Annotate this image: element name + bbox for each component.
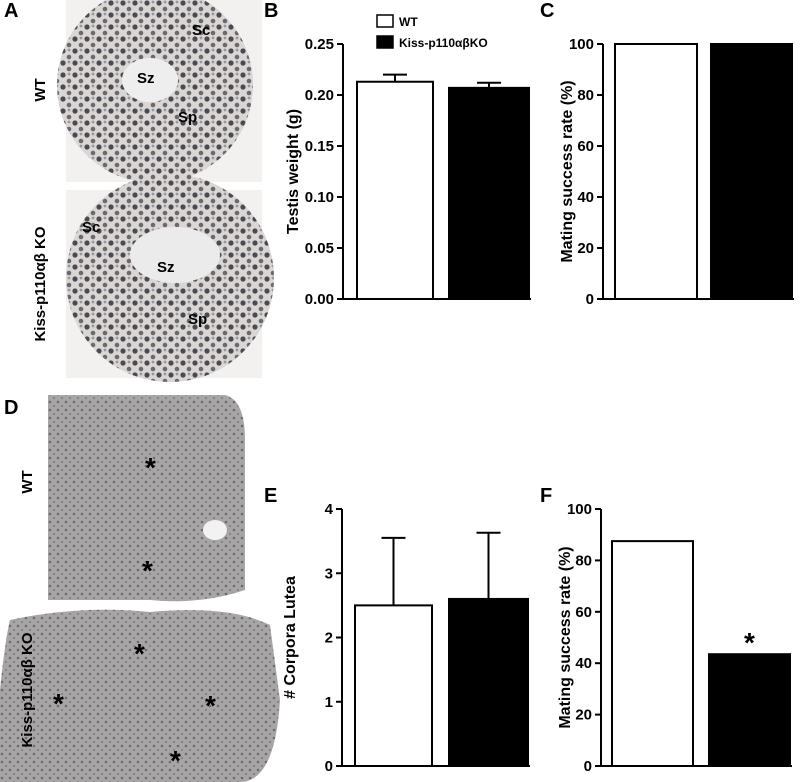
y-tick-label: 80 [577, 87, 594, 104]
panel-label: D [4, 397, 18, 419]
image-annotation: Sp [178, 109, 197, 126]
image-annotation: * [145, 452, 156, 483]
y-tick-label: 2 [325, 630, 333, 647]
histology-image [57, 0, 274, 382]
image-annotation: Sz [157, 259, 175, 276]
y-tick-label: 0.25 [305, 36, 334, 53]
y-tick-label: 100 [567, 501, 592, 518]
y-tick-label: 0 [586, 291, 594, 308]
y-axis-label: # Corpora Lutea [282, 576, 299, 699]
image-annotation: Sc [192, 22, 210, 39]
legend-label: Kiss-p110αβKO [399, 36, 488, 50]
y-tick-label: 0.00 [305, 291, 334, 308]
legend-label: WT [399, 15, 418, 29]
bar [354, 604, 433, 767]
y-tick-label: 20 [577, 240, 594, 257]
image-annotation: * [53, 688, 64, 719]
y-tick-label: 0 [325, 758, 333, 775]
bar [710, 43, 793, 300]
bar [708, 653, 791, 768]
row-label: Kiss-p110αβ KO [19, 632, 36, 747]
image-annotation: Sz [137, 70, 155, 87]
bar [611, 540, 694, 767]
histology-image [0, 395, 280, 782]
panel-label: C [540, 0, 554, 22]
y-axis-label: Testis weight (g) [285, 109, 302, 234]
image-annotation: Sc [82, 219, 100, 236]
image-annotation: * [170, 745, 181, 776]
row-label: WT [19, 470, 36, 493]
y-tick-label: 40 [575, 655, 592, 672]
image-annotation: Sp [188, 311, 207, 328]
row-label: WT [32, 78, 49, 101]
panel-label: F [540, 485, 552, 507]
y-tick-label: 0.20 [305, 87, 334, 104]
row-label: Kiss-p110αβ KO [32, 226, 49, 341]
panel-label: B [264, 0, 278, 22]
legend-swatch [376, 14, 394, 28]
y-tick-label: 60 [575, 604, 592, 621]
y-tick-label: 0.05 [305, 240, 334, 257]
y-tick-label: 0.10 [305, 189, 334, 206]
panel-label: A [4, 0, 18, 22]
y-tick-label: 40 [577, 189, 594, 206]
bar [614, 43, 698, 300]
y-tick-label: 3 [325, 565, 333, 582]
y-axis-label: Mating success rate (%) [557, 546, 574, 728]
y-tick-label: 60 [577, 138, 594, 155]
legend-swatch [376, 35, 394, 49]
image-annotation: * [205, 690, 216, 721]
y-tick-label: 100 [569, 36, 594, 53]
y-axis-label: Mating success rate (%) [559, 80, 576, 262]
bar [448, 86, 530, 300]
panel-label: E [264, 485, 277, 507]
y-tick-label: 0 [584, 758, 592, 775]
y-tick-label: 0.15 [305, 138, 334, 155]
y-tick-label: 4 [325, 501, 334, 518]
image-annotation: * [134, 638, 145, 669]
y-tick-label: 1 [325, 694, 333, 711]
bar [448, 597, 529, 768]
image-annotation: * [142, 555, 153, 586]
y-tick-label: 80 [575, 552, 592, 569]
significance-mark: * [744, 627, 755, 658]
bar [356, 80, 434, 300]
y-tick-label: 20 [575, 707, 592, 724]
